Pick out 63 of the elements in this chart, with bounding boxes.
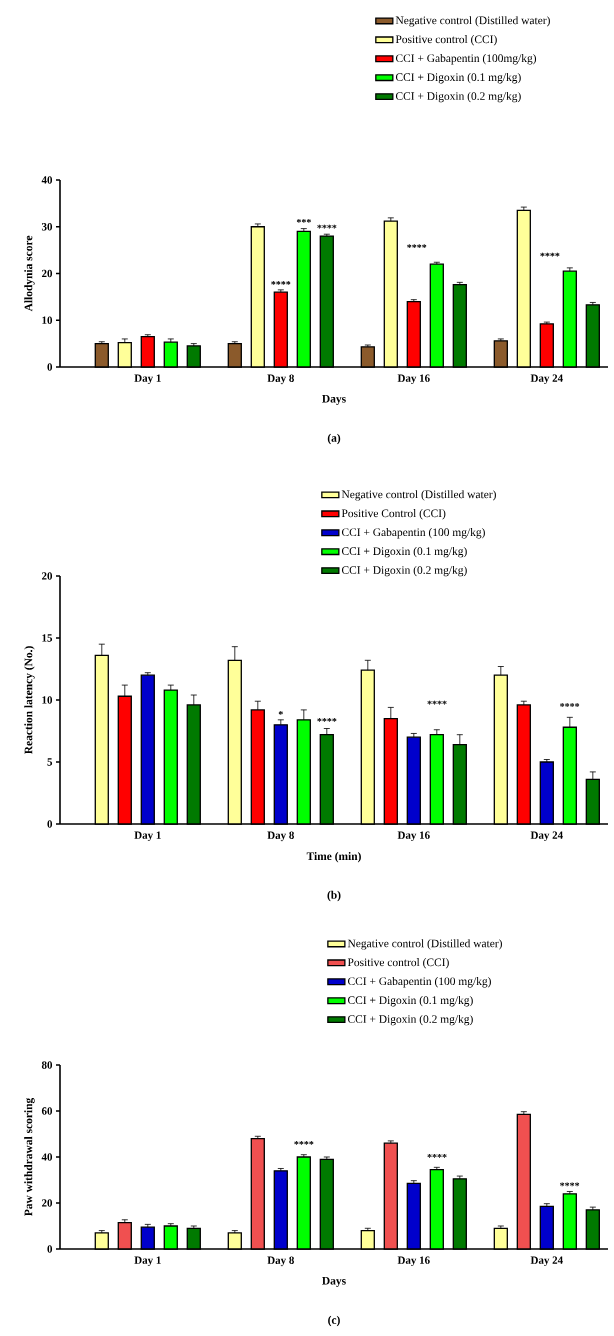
y-tick-label: 10 bbox=[42, 316, 53, 324]
x-tick-label: Day 16 bbox=[397, 1256, 430, 1267]
x-tick-label: Day 16 bbox=[397, 831, 430, 842]
y-tick-label: 80 bbox=[41, 1061, 53, 1069]
y-tick-label: 5 bbox=[47, 758, 53, 766]
x-tick-label: Day 1 bbox=[134, 831, 161, 842]
annotation: **** bbox=[560, 703, 580, 707]
x-tick-label: Day 1 bbox=[134, 374, 161, 385]
legend-label: Positive control (CCI) bbox=[395, 35, 497, 46]
x-axis-title: Time (min) bbox=[306, 851, 361, 863]
annotation: **** bbox=[560, 1182, 580, 1187]
y-tick-label: 0 bbox=[47, 1245, 53, 1253]
legend-label: CCI + Digoxin (0.1 mg/kg) bbox=[395, 72, 521, 84]
y-axis-title: Allodynia score bbox=[24, 235, 35, 312]
legend-label: CCI + Gabapentin (100 mg/kg) bbox=[341, 528, 485, 539]
legend-label: Negative control (Distilled water) bbox=[341, 490, 496, 501]
legend-label: Negative control (Distilled water) bbox=[395, 16, 550, 27]
x-tick-label: Day 1 bbox=[134, 1256, 161, 1267]
annotation: **** bbox=[427, 1153, 447, 1158]
x-tick-label: Day 24 bbox=[530, 1256, 563, 1267]
y-tick-label: 0 bbox=[47, 363, 53, 371]
annotation: **** bbox=[540, 252, 560, 257]
y-tick-label: 40 bbox=[41, 176, 53, 184]
y-tick-label: 30 bbox=[41, 223, 53, 231]
legend-label: CCI + Gabapentin (100 mg/kg) bbox=[347, 977, 491, 988]
y-tick-label: 20 bbox=[41, 572, 53, 580]
annotation: **** bbox=[317, 718, 337, 722]
legend-label: Positive control (CCI) bbox=[347, 958, 449, 969]
text: (b) bbox=[327, 890, 341, 902]
annotation: **** bbox=[294, 1141, 314, 1145]
legend-label: CCI + Digoxin (0.1 mg/kg) bbox=[347, 995, 473, 1007]
x-tick-label: Day 8 bbox=[267, 374, 294, 385]
annotation: *** bbox=[296, 219, 311, 223]
x-axis-title: Days bbox=[322, 1277, 346, 1287]
y-tick-label: 20 bbox=[41, 1199, 53, 1207]
annotation: * bbox=[278, 711, 283, 715]
y-axis-title: Paw withdrawal scoring bbox=[24, 1097, 35, 1216]
x-axis-title: Days bbox=[322, 395, 346, 405]
y-tick-label: 10 bbox=[42, 696, 53, 704]
annotation: **** bbox=[317, 224, 337, 229]
x-tick-label: Day 24 bbox=[530, 374, 563, 385]
y-tick-label: 60 bbox=[41, 1107, 53, 1115]
annotation: **** bbox=[407, 244, 427, 249]
legend-label: Positive Control (CCI) bbox=[341, 509, 446, 520]
y-tick-label: 20 bbox=[41, 269, 53, 278]
text: (a) bbox=[327, 433, 341, 445]
legend-label: CCI + Digoxin (0.2 mg/kg) bbox=[395, 91, 521, 103]
y-axis-title: Reaction latency (No.) bbox=[24, 646, 35, 755]
annotation: **** bbox=[427, 700, 447, 705]
legend-label: CCI + Gabapentin (100mg/kg) bbox=[395, 54, 537, 65]
legend-label: CCI + Digoxin (0.1 mg/kg) bbox=[341, 546, 467, 558]
y-tick-label: 15 bbox=[42, 634, 53, 642]
annotation: **** bbox=[271, 281, 291, 285]
y-tick-label: 0 bbox=[47, 820, 53, 828]
x-tick-label: Day 8 bbox=[267, 831, 294, 842]
legend-label: CCI + Digoxin (0.2 mg/kg) bbox=[341, 565, 467, 577]
y-tick-label: 40 bbox=[41, 1153, 53, 1161]
legend-label: CCI + Digoxin (0.2 mg/kg) bbox=[347, 1014, 473, 1026]
legend-label: Negative control (Distilled water) bbox=[347, 939, 502, 950]
x-tick-label: Day 24 bbox=[530, 831, 563, 842]
text: (c) bbox=[328, 1315, 340, 1327]
x-tick-label: Day 8 bbox=[267, 1256, 294, 1267]
x-tick-label: Day 16 bbox=[397, 374, 430, 385]
